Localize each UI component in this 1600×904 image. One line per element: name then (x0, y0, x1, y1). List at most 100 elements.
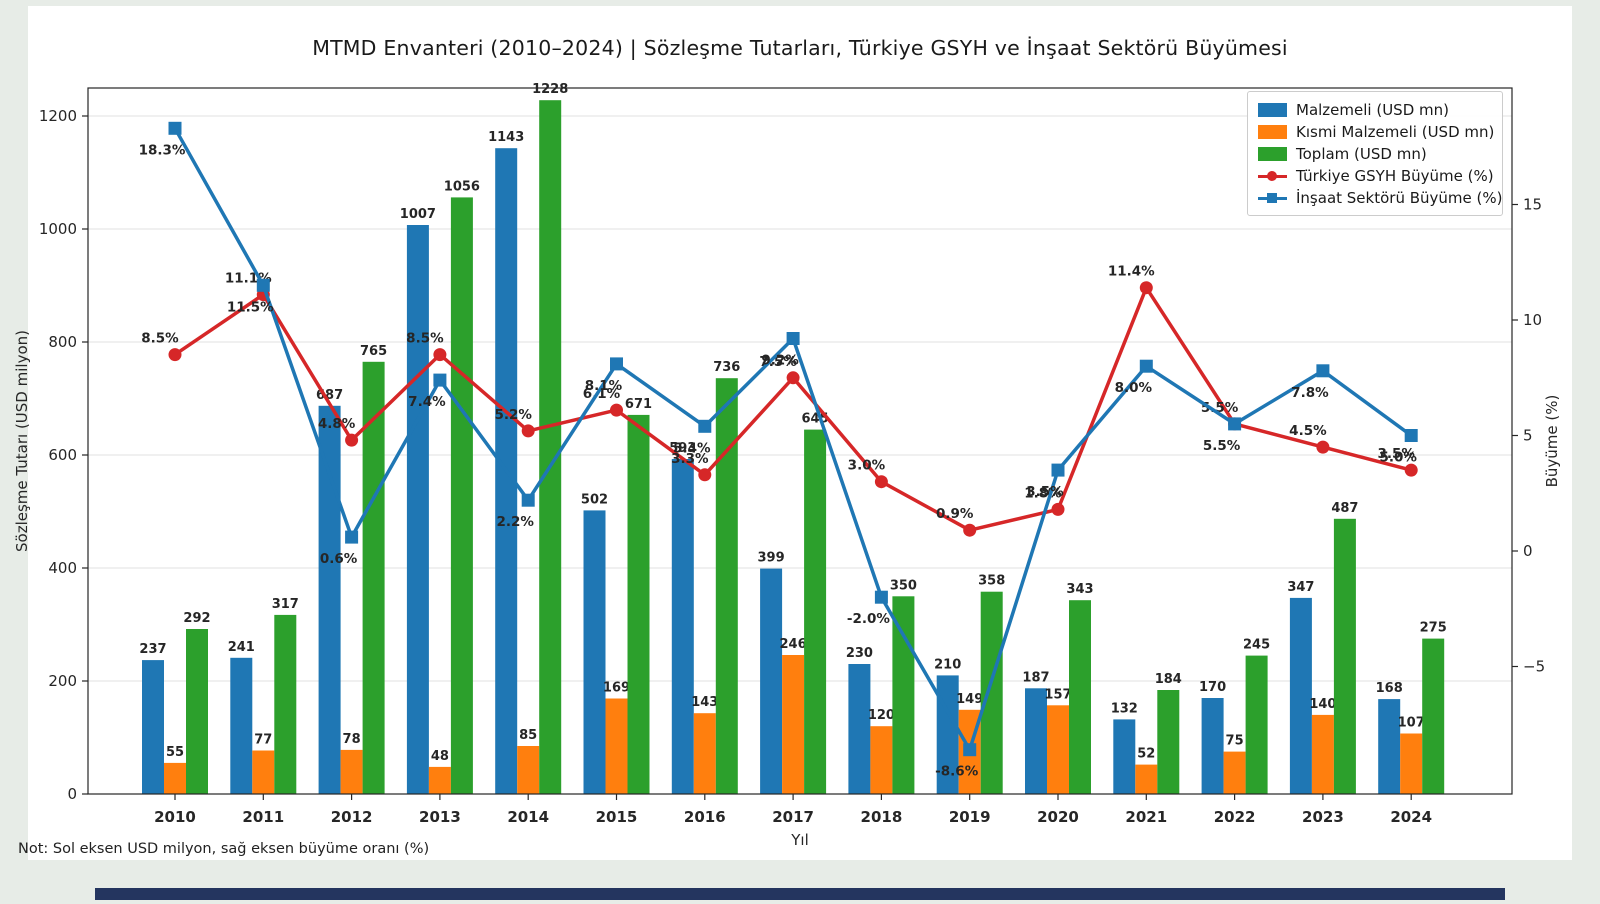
chart-title: MTMD Envanteri (2010–2024) | Sözleşme Tu… (312, 36, 1288, 60)
line-point (256, 278, 270, 292)
x-tick-year: 2019 (949, 808, 991, 826)
line-point (1316, 364, 1330, 378)
line-point (1139, 281, 1153, 295)
line-value-label: 3.5% (1026, 484, 1064, 500)
line-value-label: 5.5% (1203, 438, 1241, 454)
y-axis-label-right: Büyüme (%) (1543, 394, 1561, 488)
x-tick-year: 2024 (1390, 808, 1432, 826)
legend-item-malzemeli: Malzemeli (USD mn) (1258, 99, 1492, 121)
bar (274, 614, 297, 794)
bar-value-label: 350 (890, 578, 917, 593)
line-point (610, 357, 623, 371)
x-tick-year: 2016 (684, 808, 726, 826)
bar (1245, 655, 1268, 794)
y-tick-left: 800 (48, 333, 77, 351)
line-point (433, 348, 447, 362)
bar (693, 713, 716, 794)
line-point (786, 371, 800, 385)
line-point (963, 743, 977, 757)
line-value-label: 8.0% (1115, 380, 1153, 396)
bar-value-label: 292 (183, 611, 210, 626)
line-value-label: 5.4% (673, 440, 711, 456)
line-value-label: 8.5% (141, 331, 179, 347)
y-tick-right: −5 (1523, 658, 1545, 676)
line-value-label: 7.5% (759, 354, 797, 370)
bar-value-label: 358 (978, 574, 1005, 589)
legend-swatch-toplam (1258, 147, 1287, 161)
line-value-label: 2.2% (496, 514, 534, 530)
y-tick-left: 200 (48, 672, 77, 690)
bar (583, 510, 606, 794)
x-tick-year: 2018 (861, 808, 903, 826)
x-tick-year: 2021 (1125, 808, 1167, 826)
legend-label: Toplam (USD mn) (1296, 145, 1427, 163)
legend-label: Kısmi Malzemeli (USD mn) (1296, 123, 1495, 141)
line-value-label: 4.5% (1289, 423, 1327, 439)
bar-value-label: 52 (1137, 747, 1155, 762)
bar-value-label: 85 (519, 728, 537, 743)
bar (362, 361, 385, 794)
line-value-label: 5.0% (1379, 450, 1417, 466)
y-tick-left: 400 (48, 559, 77, 577)
bar-value-label: 502 (581, 492, 608, 507)
bar (230, 657, 253, 794)
line-value-label: 11.5% (227, 299, 274, 315)
legend-line-gsyh-icon (1258, 169, 1287, 183)
bar-value-label: 1143 (488, 130, 524, 145)
legend-line-insaat-icon (1258, 191, 1287, 205)
bar (252, 750, 275, 794)
bar-value-label: 169 (603, 681, 630, 696)
bar-value-label: 149 (956, 692, 983, 707)
bar-value-label: 48 (431, 749, 449, 764)
line-value-label: 8.5% (406, 331, 444, 347)
y-tick-right: 15 (1523, 196, 1542, 214)
line-point (168, 121, 182, 135)
legend-item-toplam: Toplam (USD mn) (1258, 143, 1492, 165)
y-tick-left: 0 (67, 785, 77, 803)
line-point (610, 403, 623, 417)
line-value-label: 0.9% (936, 506, 974, 522)
line-point (1316, 440, 1330, 454)
bar-value-label: 187 (1022, 670, 1049, 685)
line-value-label: 5.5% (1201, 400, 1239, 416)
bar-value-label: 78 (343, 732, 361, 747)
bar (340, 749, 363, 794)
legend-item-insaat: İnşaat Sektörü Büyüme (%) (1258, 187, 1502, 209)
legend: Malzemeli (USD mn) Kısmi Malzemeli (USD … (1247, 91, 1503, 216)
bar-value-label: 75 (1226, 734, 1244, 749)
bar (164, 762, 186, 794)
bar (142, 660, 164, 794)
line-value-label: 5.2% (494, 407, 532, 423)
x-tick-year: 2012 (331, 808, 373, 826)
line-point (168, 348, 182, 362)
x-tick-year: 2011 (242, 808, 284, 826)
bar-value-label: 107 (1398, 716, 1425, 731)
y-tick-right: 5 (1523, 427, 1533, 445)
legend-item-kismi-malzemeli: Kısmi Malzemeli (USD mn) (1258, 121, 1495, 143)
line-point (345, 433, 359, 447)
bottom-bar (95, 888, 1505, 900)
line-point (963, 523, 977, 537)
line-value-label: 8.1% (585, 378, 623, 394)
bar-value-label: 230 (846, 646, 873, 661)
line-point (874, 590, 888, 604)
line-value-label: 4.8% (318, 416, 356, 432)
bar (980, 591, 1003, 794)
y-tick-left: 600 (48, 446, 77, 464)
x-tick-year: 2014 (507, 808, 549, 826)
y-tick-right: 10 (1523, 311, 1542, 329)
bar (406, 225, 429, 794)
bar (1289, 597, 1312, 794)
bar (715, 378, 738, 794)
bar-value-label: 77 (254, 733, 272, 748)
bar-value-label: 1228 (532, 82, 568, 97)
line-point (433, 373, 447, 387)
bar-value-label: 237 (139, 642, 166, 657)
bar (1047, 705, 1069, 794)
bar (1069, 600, 1091, 794)
bar (1135, 764, 1158, 794)
line-value-label: 6.1% (583, 386, 621, 402)
legend-swatch-kismi (1258, 125, 1287, 139)
bar-value-label: 246 (780, 637, 807, 652)
